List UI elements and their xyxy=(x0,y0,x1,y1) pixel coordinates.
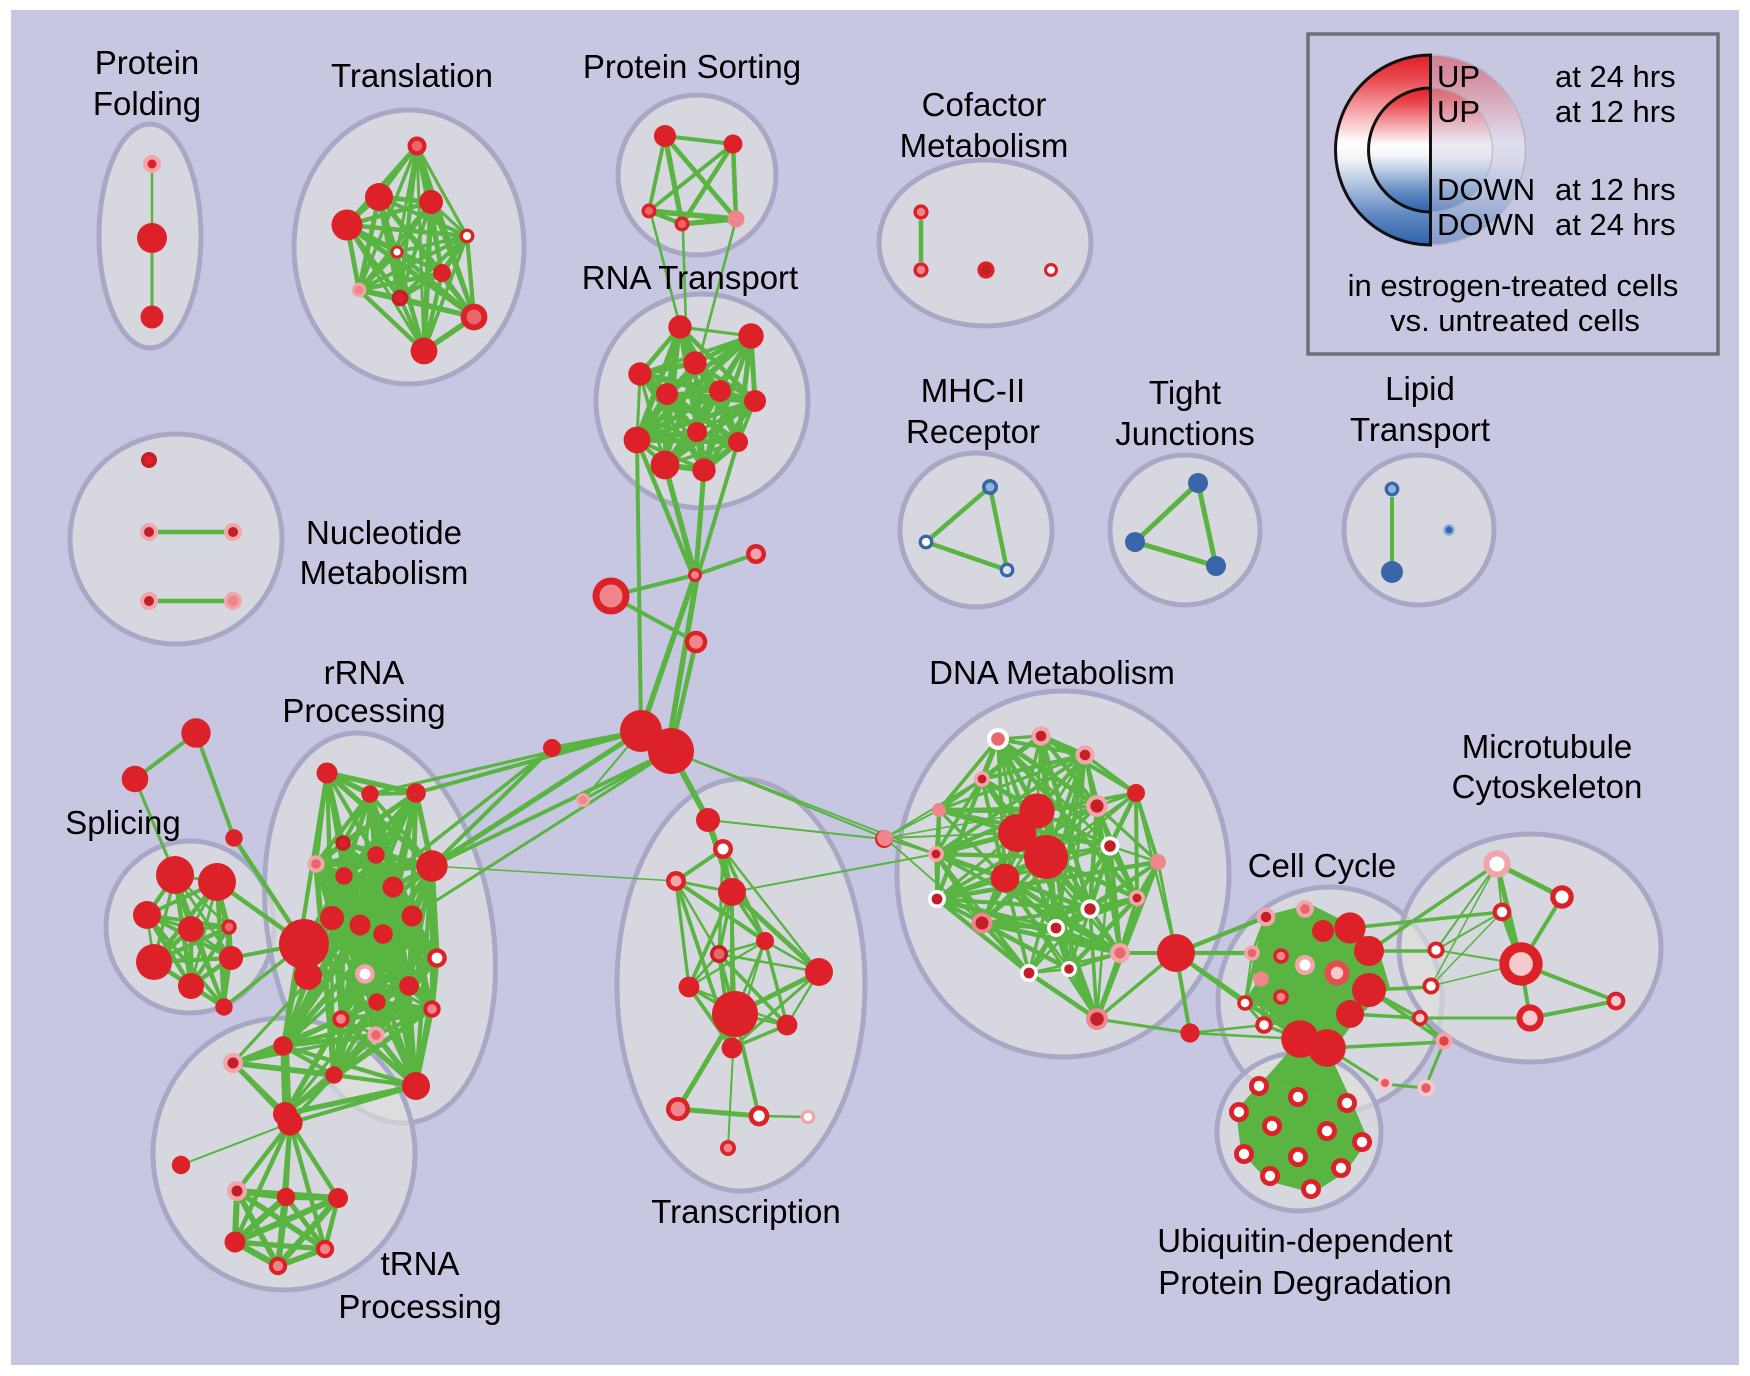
svg-text:DOWN: DOWN xyxy=(1437,172,1535,207)
svg-text:Tight: Tight xyxy=(1149,374,1221,411)
svg-text:UP: UP xyxy=(1437,59,1480,94)
svg-text:Processing: Processing xyxy=(282,692,445,729)
svg-text:UP: UP xyxy=(1437,94,1480,129)
svg-text:tRNA: tRNA xyxy=(381,1245,460,1282)
svg-text:Lipid: Lipid xyxy=(1385,370,1455,407)
svg-text:Receptor: Receptor xyxy=(906,413,1040,450)
svg-text:at 24 hrs: at 24 hrs xyxy=(1555,207,1676,242)
svg-text:Protein Degradation: Protein Degradation xyxy=(1158,1264,1452,1301)
svg-text:Metabolism: Metabolism xyxy=(900,127,1069,164)
svg-text:at 12 hrs: at 12 hrs xyxy=(1555,94,1676,129)
svg-text:rRNA: rRNA xyxy=(324,654,405,691)
svg-text:at 12 hrs: at 12 hrs xyxy=(1555,172,1676,207)
svg-text:Ubiquitin-dependent: Ubiquitin-dependent xyxy=(1157,1222,1452,1259)
svg-text:Metabolism: Metabolism xyxy=(300,554,469,591)
svg-text:DNA Metabolism: DNA Metabolism xyxy=(929,654,1175,691)
svg-text:Junctions: Junctions xyxy=(1115,415,1254,452)
svg-text:Cell Cycle: Cell Cycle xyxy=(1248,847,1397,884)
svg-text:Cofactor: Cofactor xyxy=(922,86,1047,123)
svg-text:at 24 hrs: at 24 hrs xyxy=(1555,59,1676,94)
svg-text:Translation: Translation xyxy=(331,57,493,94)
svg-text:Microtubule: Microtubule xyxy=(1462,728,1633,765)
svg-text:Transport: Transport xyxy=(1350,411,1490,448)
svg-text:vs. untreated cells: vs. untreated cells xyxy=(1390,303,1640,338)
svg-text:Cytoskeleton: Cytoskeleton xyxy=(1452,768,1643,805)
svg-text:Nucleotide: Nucleotide xyxy=(306,514,462,551)
svg-text:Protein Sorting: Protein Sorting xyxy=(583,48,801,85)
svg-text:in estrogen-treated cells: in estrogen-treated cells xyxy=(1348,268,1679,303)
svg-text:Folding: Folding xyxy=(93,85,201,122)
svg-text:RNA Transport: RNA Transport xyxy=(582,259,798,296)
svg-text:Splicing: Splicing xyxy=(65,804,181,841)
svg-text:Processing: Processing xyxy=(338,1288,501,1325)
svg-text:DOWN: DOWN xyxy=(1437,207,1535,242)
svg-text:Protein: Protein xyxy=(95,44,200,81)
svg-text:Transcription: Transcription xyxy=(651,1193,841,1230)
svg-text:MHC-II: MHC-II xyxy=(921,372,1025,409)
